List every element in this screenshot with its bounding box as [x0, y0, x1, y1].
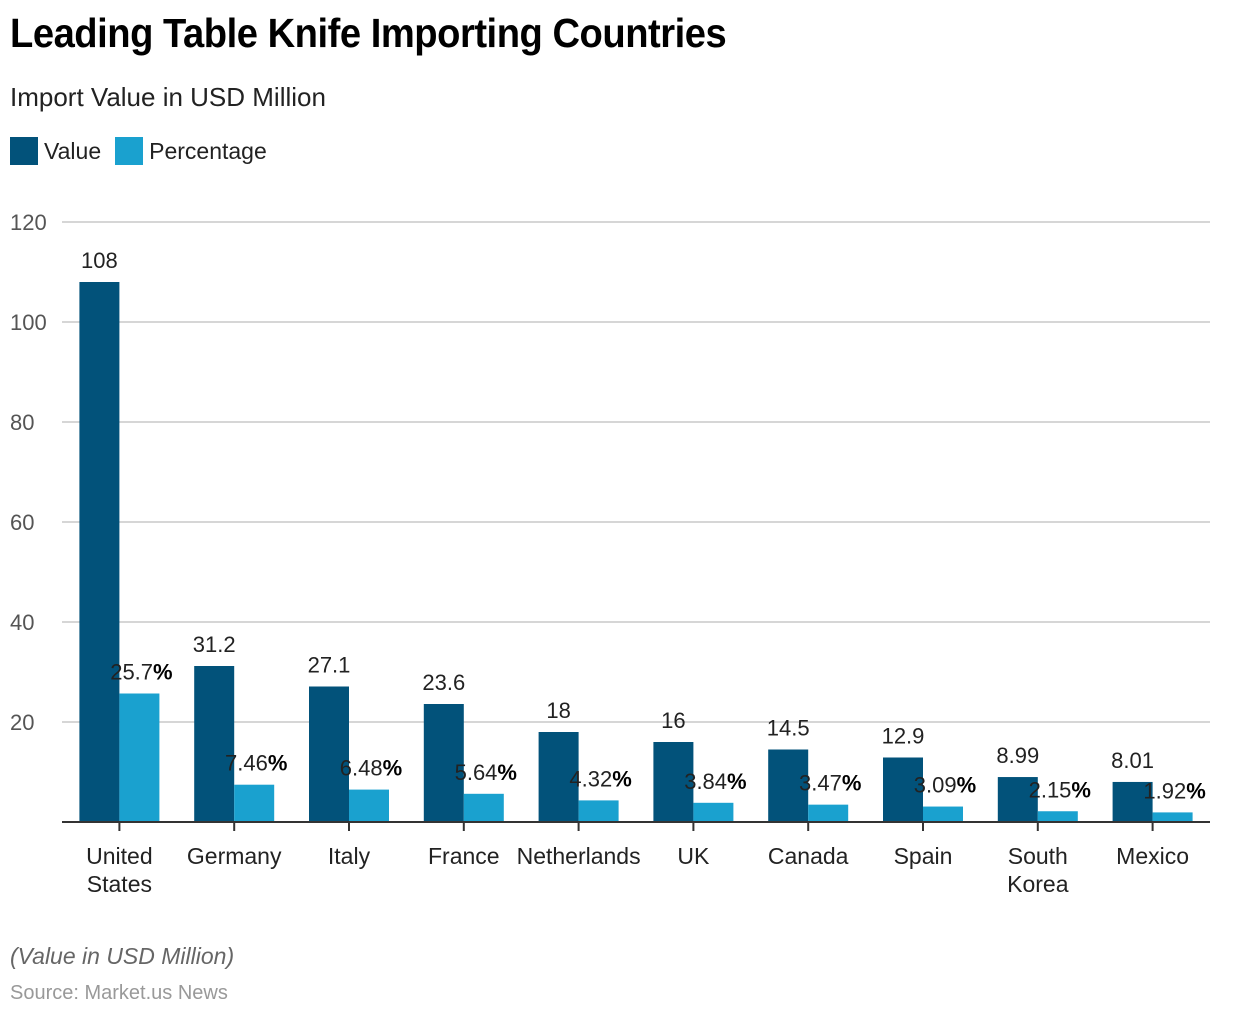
bar-value	[653, 742, 694, 822]
x-category-label: Mexico	[1116, 843, 1189, 869]
legend-label-percentage: Percentage	[149, 137, 267, 164]
bar-percentage	[578, 800, 619, 822]
y-tick-label: 80	[10, 410, 34, 435]
chart-title: Leading Table Knife Importing Countries	[10, 10, 727, 56]
bar-value	[997, 777, 1038, 822]
legend-swatch-percentage	[115, 137, 144, 165]
x-category-label: Netherlands	[517, 843, 641, 869]
data-label-value: 108	[81, 248, 118, 273]
data-label-percentage: 6.48%	[340, 756, 402, 781]
data-label-value: 8.99	[996, 743, 1039, 768]
bar-percentage	[1152, 812, 1193, 822]
bar-value	[309, 686, 349, 822]
legend-item-value[interactable]: Value	[10, 137, 101, 165]
x-category-label: Spain	[894, 843, 953, 869]
y-tick-label: 60	[10, 510, 34, 535]
bar-value	[883, 757, 923, 822]
x-category-label: Canada	[768, 843, 849, 869]
bar-value	[79, 282, 120, 822]
bar-value	[538, 732, 579, 822]
data-label-percentage: 3.84%	[684, 769, 746, 794]
y-tick-label: 120	[10, 210, 47, 235]
data-label-value: 31.2	[193, 632, 236, 657]
legend: Value Percentage	[10, 137, 281, 165]
source-credit: Source: Market.us News	[10, 982, 228, 1004]
data-label-value: 14.5	[767, 716, 810, 741]
bar-percentage	[349, 789, 389, 822]
legend-label-value: Value	[44, 137, 102, 164]
data-label-percentage: 25.7%	[110, 660, 172, 685]
x-category-label: France	[428, 843, 500, 869]
y-tick-label: 20	[10, 710, 34, 735]
bar-percentage	[808, 804, 849, 822]
bar-percentage	[1037, 811, 1078, 822]
y-tick-label: 100	[10, 310, 47, 335]
bar-percentage	[119, 693, 160, 822]
bar-percentage	[234, 784, 275, 822]
bar-value	[423, 704, 464, 822]
footnote: (Value in USD Million)	[10, 943, 235, 969]
bar-value	[768, 749, 809, 822]
data-label-percentage: 7.46%	[225, 751, 287, 776]
bar-percentage	[463, 793, 504, 822]
bar-value	[194, 666, 235, 822]
bar-percentage	[693, 802, 734, 822]
x-category-label: Germany	[187, 843, 282, 869]
y-tick-label: 40	[10, 610, 34, 635]
data-label-percentage: 5.64%	[455, 760, 517, 785]
data-label-percentage: 3.47%	[799, 771, 861, 796]
chart-subtitle: Import Value in USD Million	[10, 82, 326, 112]
data-label-percentage: 2.15%	[1029, 777, 1091, 802]
data-label-value: 12.9	[882, 724, 925, 749]
data-label-value: 18	[546, 698, 570, 723]
data-label-value: 8.01	[1111, 748, 1154, 773]
legend-item-percentage[interactable]: Percentage	[115, 137, 267, 165]
bar-value	[1112, 781, 1153, 822]
data-label-percentage: 1.92%	[1143, 778, 1205, 803]
x-category-label: UK	[677, 843, 710, 869]
x-category-label: South Korea	[1007, 843, 1069, 897]
x-category-label: Italy	[328, 843, 371, 869]
data-label-percentage: 4.32%	[569, 766, 631, 791]
legend-swatch-value	[10, 137, 38, 165]
data-label-value: 27.1	[308, 653, 351, 678]
bar-percentage	[923, 806, 963, 822]
data-label-value: 23.6	[422, 670, 465, 695]
data-label-value: 16	[661, 708, 685, 733]
x-category-label: United States	[86, 843, 152, 897]
data-label-percentage: 3.09%	[914, 773, 976, 798]
